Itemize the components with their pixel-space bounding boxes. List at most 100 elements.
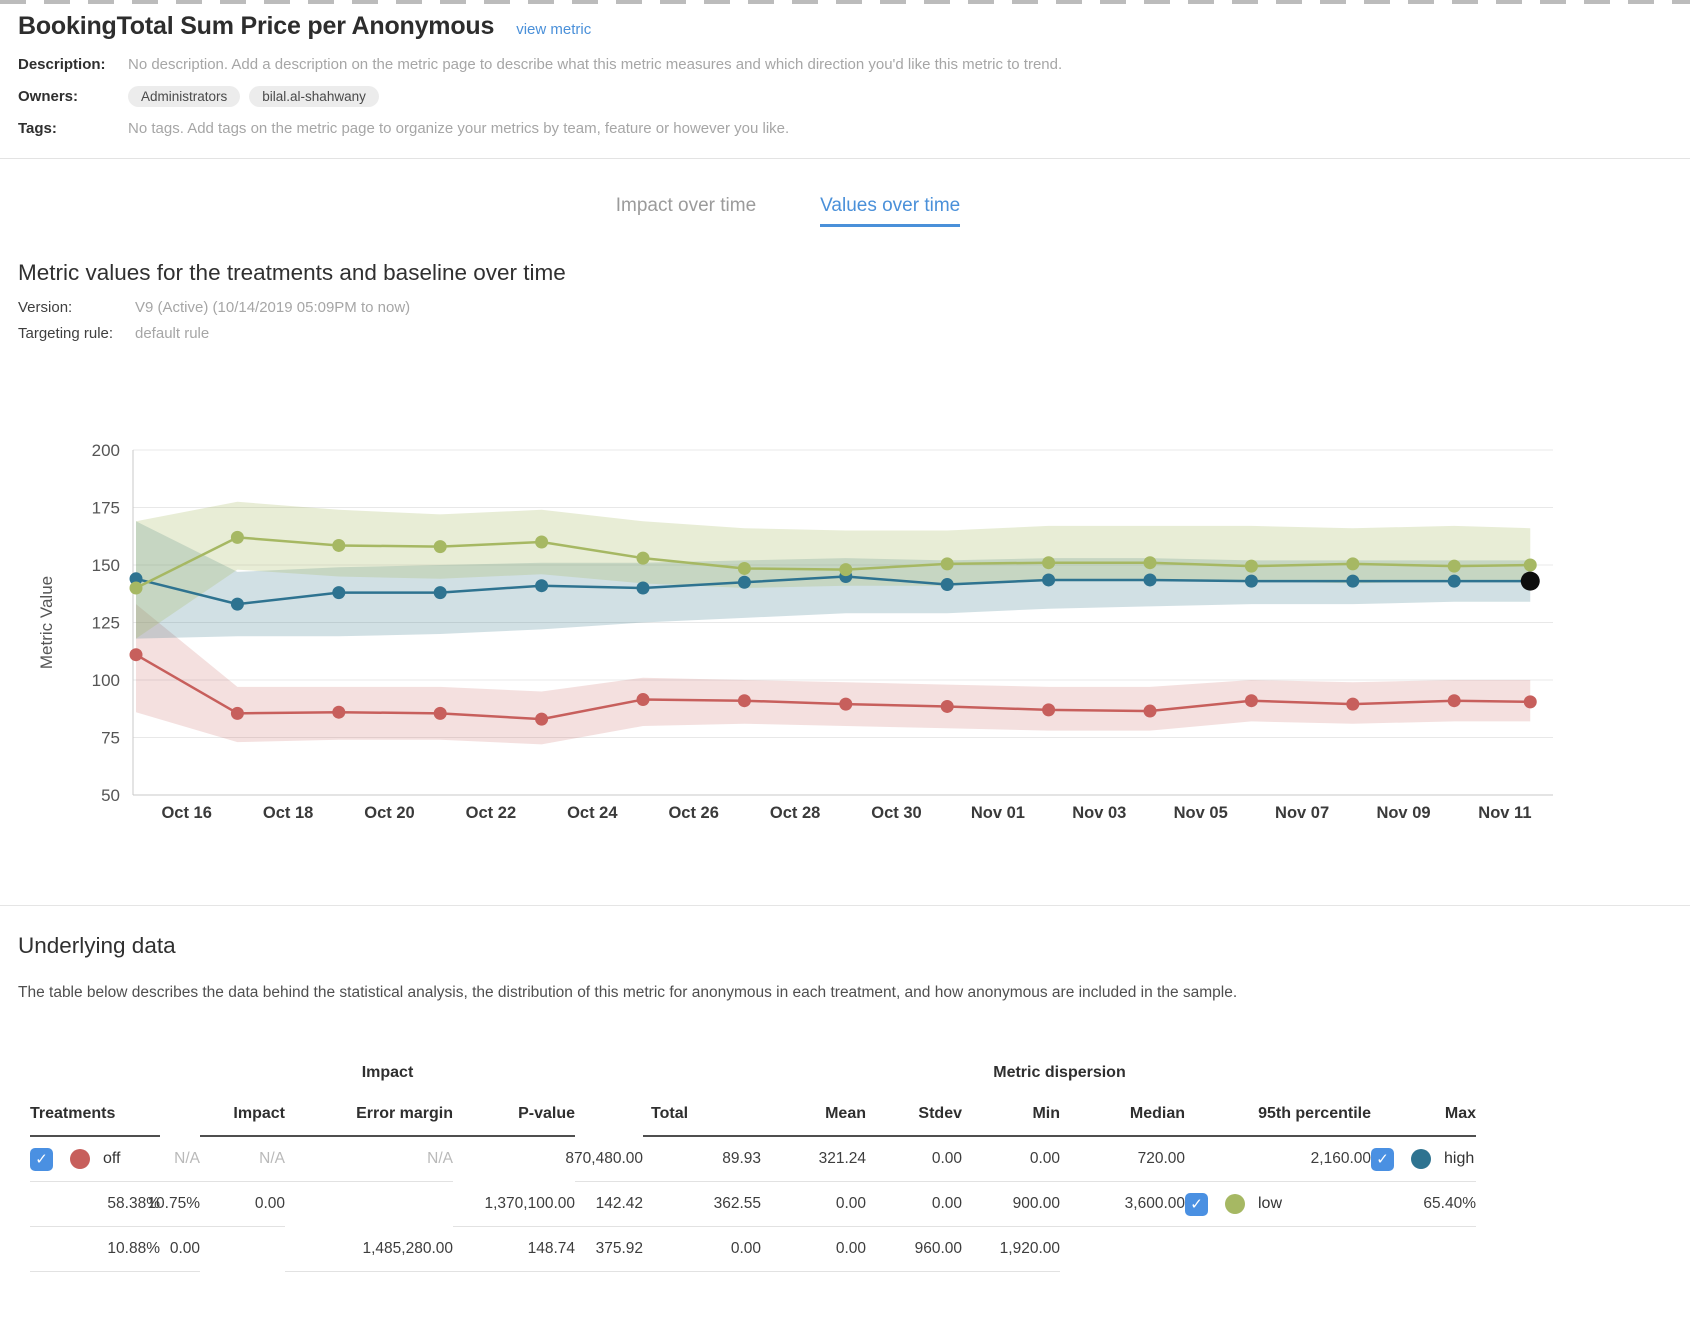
x-tick-label: Oct 18 bbox=[263, 804, 313, 822]
y-axis-title: Metric Value bbox=[37, 576, 56, 669]
x-tick-label: Oct 26 bbox=[668, 804, 718, 822]
high-data-point[interactable] bbox=[1346, 574, 1360, 588]
high-confidence-band bbox=[136, 521, 1531, 639]
y-tick-label: 125 bbox=[92, 614, 120, 633]
low-data-point[interactable] bbox=[433, 540, 447, 554]
off-data-point[interactable] bbox=[737, 694, 751, 708]
p-value-value: 0.00 bbox=[160, 1227, 200, 1272]
treatment-cell: ✓ low bbox=[1185, 1182, 1371, 1227]
x-tick-label: Nov 03 bbox=[1072, 804, 1126, 822]
x-tick-label: Oct 16 bbox=[161, 804, 211, 822]
off-data-point[interactable] bbox=[1346, 697, 1360, 711]
x-tick-label: Oct 30 bbox=[871, 804, 921, 822]
y-tick-label: 75 bbox=[101, 729, 120, 748]
high-data-point[interactable] bbox=[636, 581, 650, 595]
owners-row: Owners: Administrators bilal.al-shahwany bbox=[18, 86, 1690, 107]
off-data-point[interactable] bbox=[940, 699, 954, 713]
description-label: Description: bbox=[18, 56, 106, 73]
metric-values-chart[interactable]: 200 175 150 125 100 75 50 Metric Value Oct 16 Oct… bbox=[0, 358, 1600, 828]
mean-header: Mean bbox=[761, 1093, 866, 1137]
off-data-point[interactable] bbox=[1523, 695, 1537, 709]
spacer bbox=[200, 1227, 285, 1272]
high-data-point[interactable] bbox=[535, 579, 549, 593]
treatment-label: low bbox=[1258, 1195, 1283, 1212]
p-value-header: P-value bbox=[453, 1093, 575, 1137]
metric-dispersion-group-header: Metric dispersion bbox=[993, 1064, 1126, 1081]
off-data-point[interactable] bbox=[433, 706, 447, 720]
off-data-point[interactable] bbox=[839, 697, 853, 711]
low-data-point[interactable] bbox=[737, 561, 751, 575]
off-data-point[interactable] bbox=[1244, 694, 1258, 708]
low-data-point[interactable] bbox=[230, 530, 244, 544]
low-data-point[interactable] bbox=[1042, 556, 1056, 570]
high-data-point[interactable] bbox=[433, 586, 447, 600]
spacer bbox=[30, 1053, 160, 1093]
y-tick-label: 175 bbox=[92, 499, 120, 518]
off-data-point[interactable] bbox=[1143, 704, 1157, 718]
off-data-point[interactable] bbox=[1447, 694, 1461, 708]
p-value-value: 0.00 bbox=[200, 1182, 285, 1227]
low-data-point[interactable] bbox=[1143, 556, 1157, 570]
total-value: 870,480.00 bbox=[565, 1137, 643, 1182]
underlying-data-table: Impact Metric dispersion Treatments Impa… bbox=[30, 1053, 1476, 1272]
owner-chip[interactable]: Administrators bbox=[128, 86, 241, 107]
metric-values-title: Metric values for the treatments and bas… bbox=[18, 260, 566, 285]
high-data-point[interactable] bbox=[940, 578, 954, 592]
low-data-point[interactable] bbox=[129, 581, 143, 595]
low-data-point[interactable] bbox=[636, 551, 650, 565]
tab-values-over-time[interactable]: Values over time bbox=[820, 195, 961, 227]
version-value: V9 (Active) (10/14/2019 05:09PM to now) bbox=[135, 299, 411, 316]
error-margin-value: 10.75% bbox=[147, 1182, 200, 1227]
x-tick-label: Nov 01 bbox=[971, 804, 1025, 822]
stdev-value: 375.92 bbox=[575, 1227, 643, 1272]
low-data-point[interactable] bbox=[1447, 559, 1461, 573]
treatment-checkbox[interactable]: ✓ bbox=[1371, 1147, 1394, 1171]
off-data-point[interactable] bbox=[129, 648, 143, 662]
low-data-point[interactable] bbox=[839, 563, 853, 577]
off-data-point[interactable] bbox=[332, 705, 346, 719]
low-data-point[interactable] bbox=[1244, 559, 1258, 573]
view-metric-link[interactable]: view metric bbox=[516, 21, 592, 38]
stdev-header: Stdev bbox=[866, 1093, 962, 1137]
high-data-point[interactable] bbox=[1244, 574, 1258, 588]
min-header: Min bbox=[962, 1093, 1060, 1137]
high-data-point[interactable] bbox=[1143, 573, 1157, 587]
low-data-point[interactable] bbox=[332, 538, 346, 552]
low-data-point[interactable] bbox=[1523, 558, 1537, 572]
off-data-point[interactable] bbox=[1042, 703, 1056, 717]
treatment-checkbox[interactable]: ✓ bbox=[1185, 1192, 1208, 1216]
current-value-marker[interactable] bbox=[1520, 571, 1540, 591]
min-value: 0.00 bbox=[643, 1227, 761, 1272]
description-row: Description: No description. Add a descr… bbox=[18, 56, 1690, 73]
off-data-point[interactable] bbox=[636, 693, 650, 707]
x-tick-label: Nov 07 bbox=[1275, 804, 1329, 822]
high-data-point[interactable] bbox=[129, 572, 143, 586]
off-data-point[interactable] bbox=[230, 706, 244, 720]
low-data-point[interactable] bbox=[1346, 557, 1360, 571]
x-tick-label: Nov 05 bbox=[1174, 804, 1228, 822]
y-tick-label: 100 bbox=[92, 671, 120, 690]
tab-impact-over-time[interactable]: Impact over time bbox=[615, 195, 757, 216]
low-data-point[interactable] bbox=[535, 535, 549, 549]
mean-value: 89.93 bbox=[643, 1137, 761, 1182]
owner-chip[interactable]: bilal.al-shahwany bbox=[249, 86, 379, 107]
high-data-point[interactable] bbox=[230, 597, 244, 611]
max-value: 2,160.00 bbox=[1185, 1137, 1371, 1182]
treatment-label: off bbox=[103, 1150, 121, 1167]
y-tick-label: 50 bbox=[101, 786, 120, 805]
off-data-point[interactable] bbox=[535, 712, 549, 726]
page-title: BookingTotal Sum Price per Anonymous bbox=[18, 12, 495, 40]
high-data-point[interactable] bbox=[1447, 574, 1461, 588]
high-data-point[interactable] bbox=[332, 586, 346, 600]
high-data-point[interactable] bbox=[1042, 573, 1056, 587]
total-header: Total bbox=[643, 1093, 761, 1137]
p95-value: 960.00 bbox=[866, 1227, 962, 1272]
y-tick-label: 200 bbox=[92, 441, 120, 460]
impact-header: Impact bbox=[200, 1093, 285, 1137]
high-data-point[interactable] bbox=[737, 575, 751, 589]
x-tick-label: Nov 09 bbox=[1376, 804, 1430, 822]
min-value: 0.00 bbox=[866, 1137, 962, 1182]
low-data-point[interactable] bbox=[940, 557, 954, 571]
treatment-checkbox[interactable]: ✓ bbox=[30, 1147, 53, 1171]
x-tick-label: Nov 11 bbox=[1478, 804, 1531, 822]
